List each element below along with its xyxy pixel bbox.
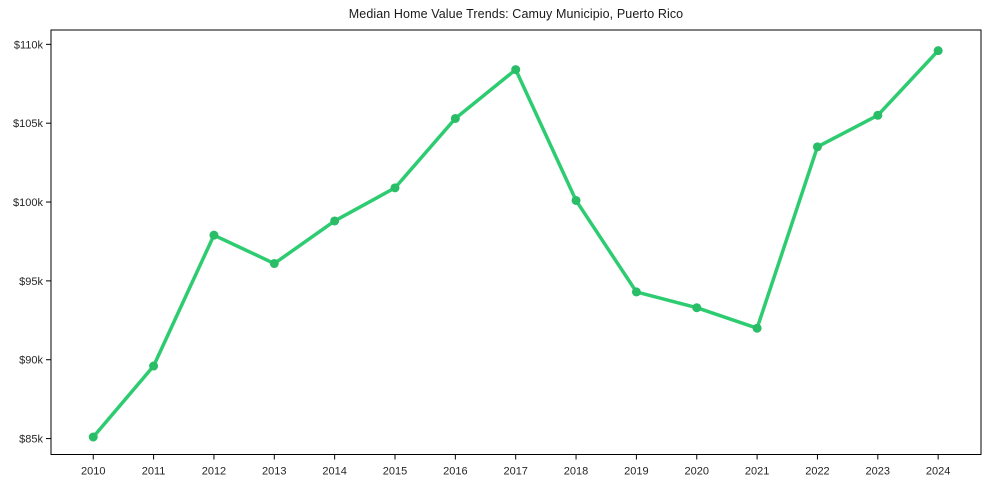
x-tick-label: 2012	[202, 466, 226, 478]
x-tick-label: 2020	[685, 466, 709, 478]
data-point-2014	[330, 216, 340, 226]
y-tick-label: $95k	[19, 276, 43, 288]
x-tick-label: 2010	[81, 466, 105, 478]
data-point-2013	[269, 259, 279, 269]
y-tick-label: $85k	[19, 434, 43, 446]
y-tick-label: $90k	[19, 355, 43, 367]
x-tick-label: 2016	[443, 466, 467, 478]
x-tick-label: 2014	[322, 466, 346, 478]
data-point-2019	[631, 287, 641, 297]
data-point-2018	[571, 195, 581, 205]
y-tick-label: $110k	[14, 39, 44, 51]
x-tick-label: 2024	[926, 466, 950, 478]
data-point-2020	[692, 303, 702, 313]
data-point-2017	[511, 65, 521, 75]
data-point-2010	[88, 432, 98, 442]
x-tick-label: 2022	[805, 466, 829, 478]
x-tick-label: 2023	[866, 466, 890, 478]
x-tick-label: 2015	[383, 466, 407, 478]
data-point-2023	[873, 110, 883, 120]
plot-border	[50, 29, 982, 455]
x-tick-label: 2021	[745, 466, 769, 478]
x-tick-label: 2017	[503, 466, 527, 478]
data-point-2021	[752, 323, 762, 333]
y-tick-label: $100k	[13, 197, 43, 209]
chart-title: Median Home Value Trends: Camuy Municipi…	[348, 7, 684, 21]
data-point-2015	[390, 183, 400, 193]
data-point-2024	[933, 46, 943, 56]
data-point-2011	[149, 361, 159, 371]
value-line	[91, 48, 940, 439]
x-tick-label: 2011	[142, 466, 166, 478]
x-tick-label: 2013	[262, 466, 286, 478]
data-point-2016	[450, 113, 460, 123]
data-point-2012	[209, 230, 219, 240]
data-point-2022	[812, 142, 822, 152]
y-tick-label: $105k	[13, 118, 43, 130]
x-tick-label: 2018	[564, 466, 588, 478]
x-tick-label: 2019	[624, 466, 648, 478]
